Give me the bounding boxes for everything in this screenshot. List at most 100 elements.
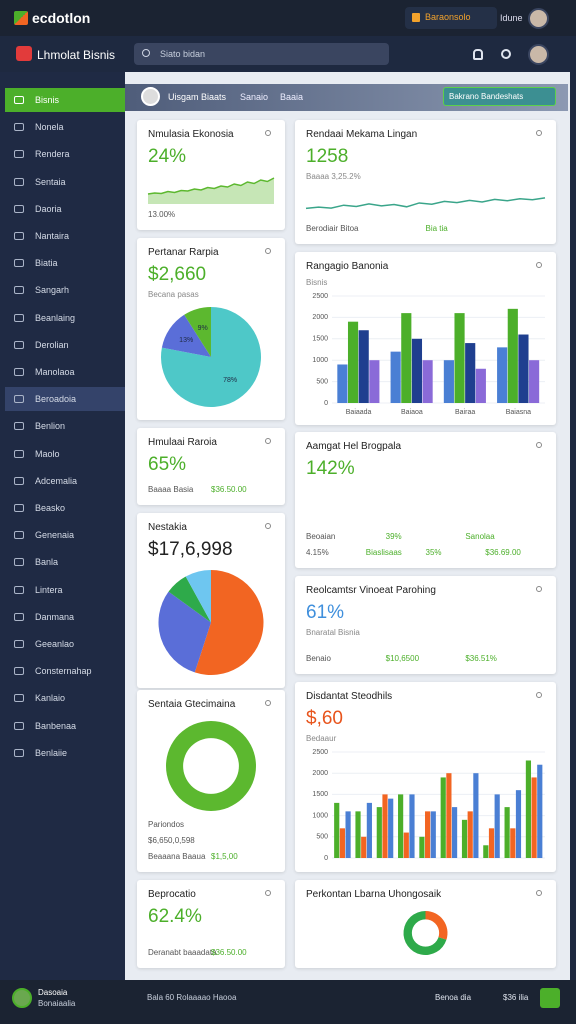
sidebar-label[interactable]: Beasko (35, 503, 66, 513)
sidebar-label[interactable]: Lintera (35, 584, 63, 595)
card-chart: 0 500 1000 1500 2000 2500 Baiaada Baiaoa Bairaa B… (312, 293, 545, 416)
bar (361, 836, 367, 858)
sidebar-label[interactable]: Geeanlao (35, 639, 75, 649)
footer-link[interactable]: Benoa dia (435, 993, 472, 1002)
sidebar-label[interactable]: Manolaoa (35, 367, 75, 377)
card-menu[interactable] (265, 248, 271, 254)
notice-pill (405, 7, 497, 29)
avatar (528, 8, 549, 29)
card-menu[interactable] (536, 130, 542, 136)
card-row-text: Beaaana Baaua (148, 852, 206, 861)
card-menu[interactable] (536, 890, 542, 896)
bell-icon[interactable] (473, 49, 483, 60)
settings-icon[interactable] (501, 49, 511, 59)
sidebar-label[interactable]: Genenaia (35, 530, 75, 541)
bar (411, 338, 423, 403)
x-tick-label: Bairaa (455, 409, 475, 416)
bar (475, 368, 486, 403)
sub-tab[interactable]: Baaia (280, 92, 304, 102)
logo (14, 11, 28, 25)
card-value: 62.4% (148, 906, 202, 927)
card-subtitle: Bnaratal Bisnia (306, 628, 360, 637)
bar (473, 773, 479, 858)
card-menu[interactable] (536, 586, 542, 592)
card-menu[interactable] (265, 700, 271, 706)
sidebar-label[interactable]: Daoria (35, 203, 62, 214)
y-tick-label: 1000 (312, 357, 328, 364)
sidebar-label[interactable]: Consternahap (35, 666, 92, 677)
footer-role: Bonaiaalia (38, 999, 76, 1008)
bar (440, 777, 446, 858)
bar (494, 794, 500, 858)
sidebar-label[interactable]: Banla (35, 557, 59, 568)
card-menu[interactable] (265, 523, 271, 529)
y-tick-label: 2500 (312, 293, 328, 300)
sub-button-label[interactable]: Bakrano Bandeshats (449, 92, 524, 101)
sidebar-label[interactable]: Beroadoia (35, 394, 77, 405)
sidebar-label[interactable]: Banbenaa (35, 720, 77, 731)
card-menu[interactable] (265, 890, 271, 896)
sidebar-label[interactable]: Danmana (35, 611, 75, 622)
app-title: Lhmolat Bisnis (37, 48, 116, 62)
sidebar-label[interactable]: Nantaira (35, 231, 70, 241)
sidebar-label[interactable]: Maolo (35, 448, 60, 459)
user-name: Idune (500, 13, 523, 23)
bar (382, 794, 388, 858)
card-chart (166, 721, 256, 811)
sidebar-icon (14, 395, 24, 404)
bar (337, 364, 348, 403)
bar (358, 330, 369, 403)
card-row-text: $36.51% (465, 654, 497, 663)
card-menu[interactable] (265, 130, 271, 136)
card-title: Perkontan Lbarna Uhongosaik (306, 889, 442, 900)
line (305, 197, 546, 210)
card-menu[interactable] (536, 692, 542, 698)
card-menu[interactable] (536, 442, 542, 448)
bar (369, 360, 380, 403)
bar (465, 343, 476, 403)
sidebar-label[interactable]: Kanlaio (35, 693, 66, 704)
card-row-text: Sanolaa (465, 532, 495, 541)
card-title: Pertanar Rarpia (148, 247, 219, 258)
bar (425, 811, 431, 858)
avatar[interactable] (528, 44, 549, 65)
footer-button[interactable] (540, 988, 560, 1008)
card-row-text: 39% (385, 532, 402, 541)
card-title: Rangagio Banonia (306, 261, 389, 272)
sidebar-label[interactable]: Benlion (35, 421, 66, 432)
footer-avatar (12, 988, 32, 1008)
search-box[interactable] (134, 43, 389, 65)
card (295, 576, 556, 674)
sidebar-icon (14, 531, 24, 540)
sidebar-label[interactable]: Bisnis (35, 95, 60, 105)
sidebar-label[interactable]: Sangarh (35, 285, 70, 296)
sidebar-label[interactable]: Rendera (35, 149, 70, 160)
card-subtitle: Bisnis (306, 278, 328, 287)
sidebar-label[interactable]: Biatia (35, 258, 58, 269)
content-edge (570, 72, 576, 980)
card (137, 428, 285, 505)
line (147, 177, 275, 195)
card-row-text: $10,6500 (385, 654, 420, 663)
card-row-text: $36.69.00 (485, 548, 521, 557)
card-chart (158, 570, 264, 675)
sidebar-label[interactable]: Sentaia (35, 176, 66, 187)
bar (451, 807, 458, 858)
sidebar-item[interactable] (5, 88, 125, 112)
sidebar-label[interactable]: Beanlaing (35, 312, 76, 323)
sidebar-icon (14, 368, 24, 376)
card-menu[interactable] (536, 262, 542, 268)
sidebar-item[interactable] (5, 387, 125, 412)
sidebar-label[interactable]: Adcemalia (35, 475, 78, 486)
sidebar-label[interactable]: Derolian (35, 339, 69, 350)
x-tick-label: Baiaoa (401, 409, 423, 416)
sidebar-label[interactable]: Benlaiie (35, 747, 68, 758)
card-menu[interactable] (265, 438, 271, 444)
bar (454, 313, 465, 403)
sub-tab[interactable]: Sanaio (240, 92, 269, 102)
sidebar-label[interactable]: Nonela (35, 122, 64, 133)
sub-button[interactable] (443, 87, 556, 106)
sidebar-icon (14, 612, 24, 621)
card-chart (147, 177, 275, 204)
